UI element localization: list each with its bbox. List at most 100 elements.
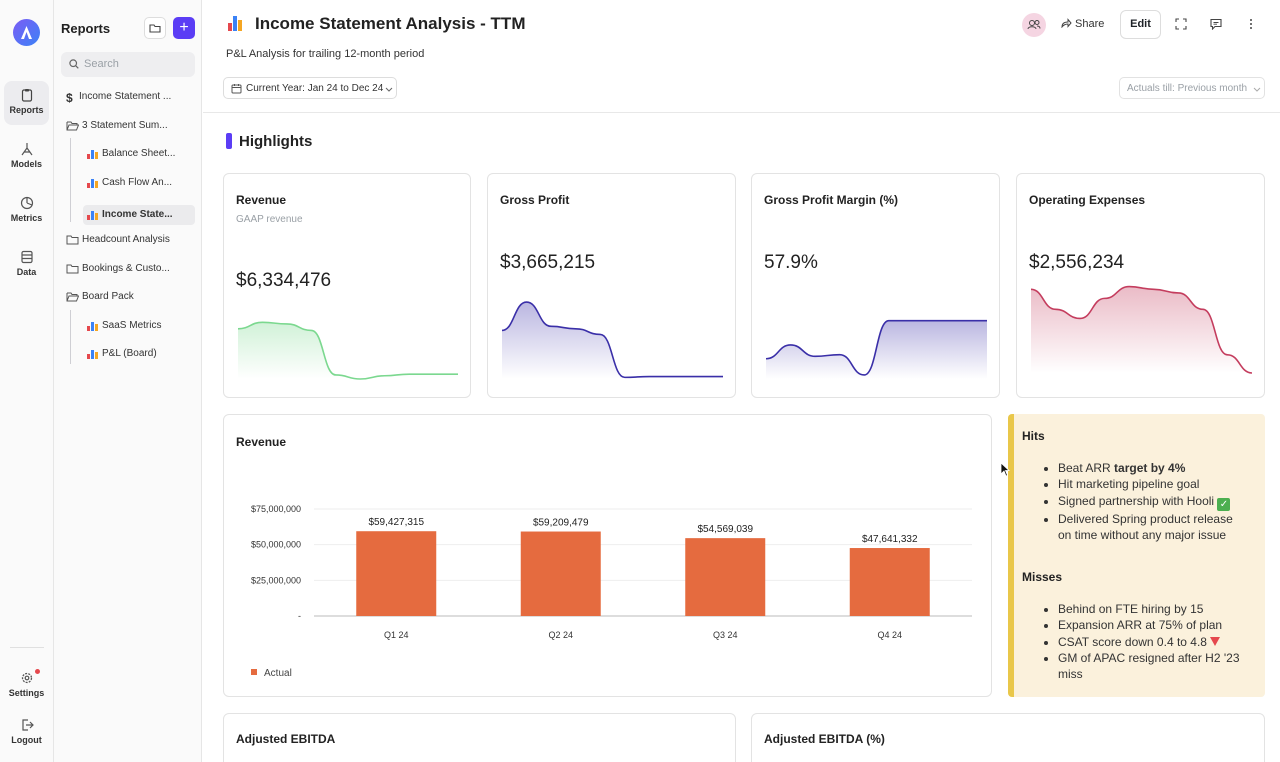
search-icon bbox=[69, 59, 79, 69]
kpi-value: 57.9% bbox=[764, 252, 818, 273]
kpi-title: Gross Profit Margin (%) bbox=[764, 193, 899, 207]
collaborators-button[interactable] bbox=[1022, 13, 1046, 37]
expand-icon[interactable] bbox=[1175, 18, 1187, 30]
date-range-filter[interactable]: Current Year: Jan 24 to Dec 24 bbox=[223, 77, 397, 99]
rail-label: Logout bbox=[11, 735, 42, 745]
list-item: CSAT score down 0.4 to 4.8 bbox=[1058, 634, 1248, 650]
y-tick-label: $50,000,000 bbox=[251, 540, 301, 550]
tree-item-saas-metrics[interactable]: SaaS Metrics bbox=[87, 320, 195, 340]
page-title: Income Statement Analysis - TTM bbox=[255, 14, 526, 33]
rail-label: Models bbox=[10, 159, 42, 169]
sparkline-area bbox=[1031, 286, 1252, 373]
header-divider bbox=[203, 112, 1280, 113]
card-adjusted-ebitda-pct[interactable]: Adjusted EBITDA (%) bbox=[751, 713, 1265, 762]
y-tick-label: $25,000,000 bbox=[251, 575, 301, 585]
tree-item-income-statement[interactable]: $ Income Statement ... bbox=[66, 91, 172, 105]
folder-plus-icon bbox=[149, 24, 161, 33]
rail-item-models[interactable]: Models bbox=[4, 135, 49, 179]
bar-chart-icon bbox=[87, 178, 98, 188]
tree-item-board-pack[interactable]: Board Pack bbox=[66, 291, 194, 311]
dollar-icon: $ bbox=[66, 91, 73, 105]
share-button[interactable]: Share bbox=[1061, 18, 1104, 30]
legend-label: Actual bbox=[264, 668, 292, 679]
bar-chart-icon bbox=[87, 210, 98, 220]
add-report-button[interactable]: + bbox=[173, 17, 195, 39]
sparkline-area bbox=[502, 302, 723, 379]
tree-item-income-statement-selected[interactable]: Income State... bbox=[83, 205, 195, 225]
y-tick-label: - bbox=[298, 611, 301, 621]
card-adjusted-ebitda[interactable]: Adjusted EBITDA bbox=[223, 713, 736, 762]
rail-item-reports[interactable]: Reports bbox=[4, 81, 49, 125]
sidebar-title: Reports bbox=[61, 21, 111, 36]
hits-list: Beat ARR target by 4% Hit marketing pipe… bbox=[1038, 460, 1248, 543]
edit-button[interactable]: Edit bbox=[1120, 10, 1161, 39]
check-icon: ✓ bbox=[1217, 497, 1231, 511]
kpi-sparkline bbox=[1030, 285, 1253, 374]
rail-label: Reports bbox=[9, 105, 44, 115]
icon-rail: Reports Models Metrics Data Settings Log… bbox=[0, 0, 54, 762]
more-vertical-icon[interactable] bbox=[1245, 18, 1257, 30]
rail-divider bbox=[10, 647, 44, 648]
search-input[interactable]: Search bbox=[61, 52, 195, 77]
chevron-down-icon bbox=[385, 87, 393, 92]
new-folder-button[interactable] bbox=[144, 17, 166, 39]
bar-value-label: $54,569,039 bbox=[697, 524, 753, 535]
rail-item-metrics[interactable]: Metrics bbox=[4, 189, 49, 233]
users-icon bbox=[1027, 20, 1041, 30]
kpi-sparkline bbox=[237, 321, 458, 380]
reports-sidebar: Reports + Search $ Income Statement ... 3… bbox=[54, 0, 202, 762]
bar-chart-icon bbox=[87, 349, 98, 359]
folder-open-icon bbox=[66, 121, 79, 131]
bar-chart-icon bbox=[87, 149, 98, 159]
rail-label: Settings bbox=[8, 688, 45, 698]
tree-item-headcount[interactable]: Headcount Analysis bbox=[66, 234, 194, 254]
hits-misses-panel: Hits Beat ARR target by 4% Hit marketing… bbox=[1008, 414, 1265, 697]
list-item: Delivered Spring product release on time… bbox=[1058, 511, 1248, 544]
actuals-filter[interactable]: Actuals till: Previous month bbox=[1119, 77, 1265, 99]
tree-guide bbox=[70, 310, 71, 364]
plus-icon: + bbox=[179, 19, 189, 36]
card-title: Adjusted EBITDA (%) bbox=[764, 732, 885, 746]
notification-dot bbox=[35, 669, 40, 674]
kpi-title: Gross Profit bbox=[500, 193, 570, 207]
x-tick-label: Q4 24 bbox=[877, 630, 902, 640]
bar-value-label: $47,641,332 bbox=[862, 534, 918, 545]
kpi-subtitle: GAAP revenue bbox=[236, 214, 303, 225]
rail-item-settings[interactable]: Settings bbox=[4, 664, 49, 708]
kpi-card-gross-profit[interactable]: Gross Profit $3,665,215 bbox=[487, 173, 736, 398]
app-logo[interactable] bbox=[13, 19, 40, 46]
comment-icon[interactable] bbox=[1210, 18, 1222, 30]
tree-item-pl-board[interactable]: P&L (Board) bbox=[87, 348, 195, 368]
pie-icon bbox=[20, 196, 33, 210]
tree-item-cash-flow[interactable]: Cash Flow An... bbox=[87, 177, 195, 197]
section-accent bbox=[226, 133, 232, 149]
model-icon bbox=[21, 143, 32, 156]
list-item: Expansion ARR at 75% of plan bbox=[1058, 617, 1248, 633]
tree-item-bookings[interactable]: Bookings & Custo... bbox=[66, 263, 194, 283]
kpi-card-revenue[interactable]: Revenue GAAP revenue $6,334,476 bbox=[223, 173, 471, 398]
kpi-card-gross-margin[interactable]: Gross Profit Margin (%) 57.9% bbox=[751, 173, 1000, 398]
list-item: Beat ARR target by 4% bbox=[1058, 460, 1248, 476]
actuals-label: Actuals till: Previous month bbox=[1127, 83, 1248, 94]
bar-chart-icon bbox=[87, 321, 98, 331]
calendar-icon bbox=[231, 84, 242, 94]
sparkline-line bbox=[237, 321, 458, 380]
rail-item-data[interactable]: Data bbox=[4, 243, 49, 287]
kpi-value: $3,665,215 bbox=[500, 252, 596, 273]
tree-item-balance-sheet[interactable]: Balance Sheet... bbox=[87, 148, 195, 168]
sparkline-line bbox=[765, 319, 987, 376]
mouse-cursor-icon bbox=[1000, 462, 1010, 477]
page-subtitle: P&L Analysis for trailing 12-month perio… bbox=[226, 48, 425, 60]
kpi-value: $2,556,234 bbox=[1029, 252, 1125, 273]
y-tick-label: $75,000,000 bbox=[251, 504, 301, 514]
gear-icon bbox=[21, 672, 32, 684]
kpi-card-opex[interactable]: Operating Expenses $2,556,234 bbox=[1016, 173, 1265, 398]
kpi-title: Operating Expenses bbox=[1029, 193, 1146, 207]
misses-list: Behind on FTE hiring by 15 Expansion ARR… bbox=[1038, 601, 1248, 682]
folder-icon bbox=[66, 264, 79, 274]
rail-item-logout[interactable]: Logout bbox=[4, 711, 49, 755]
tree-item-3-statement[interactable]: 3 Statement Sum... bbox=[66, 120, 194, 140]
bar bbox=[356, 531, 437, 616]
bar bbox=[849, 548, 930, 616]
hits-title: Hits bbox=[1022, 429, 1045, 443]
